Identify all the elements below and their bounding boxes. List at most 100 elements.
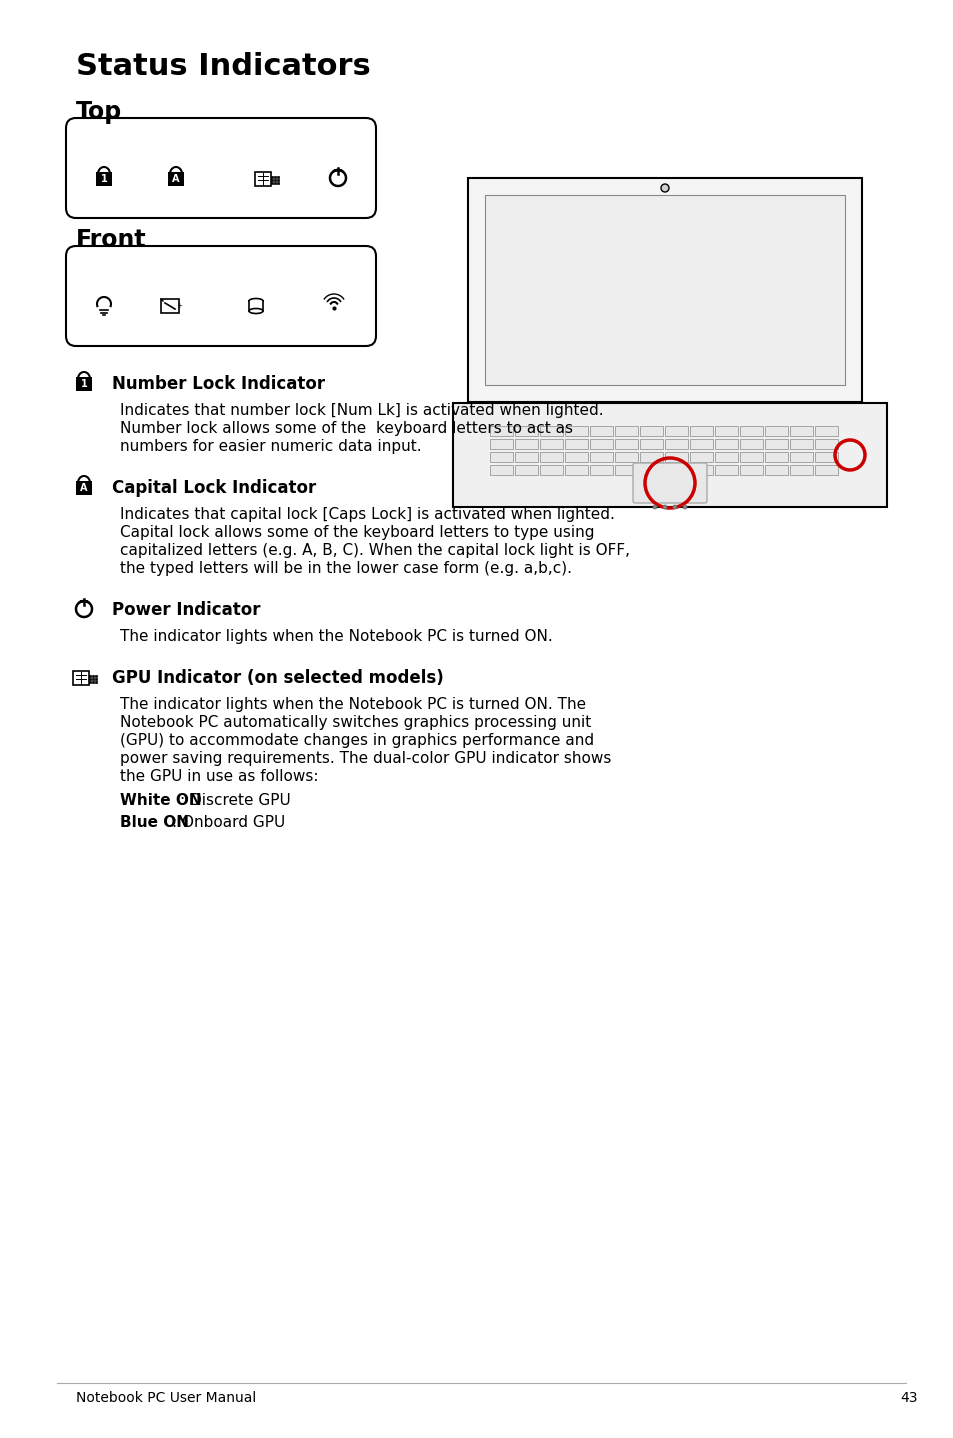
Text: The indicator lights when the Notebook PC is turned ON. The: The indicator lights when the Notebook P… xyxy=(120,697,585,712)
FancyBboxPatch shape xyxy=(815,464,838,475)
FancyBboxPatch shape xyxy=(740,439,762,449)
FancyBboxPatch shape xyxy=(254,173,271,186)
FancyBboxPatch shape xyxy=(89,677,91,680)
FancyBboxPatch shape xyxy=(73,672,89,684)
Text: Indicates that number lock [Num Lk] is activated when lighted.: Indicates that number lock [Num Lk] is a… xyxy=(120,403,603,418)
FancyBboxPatch shape xyxy=(490,439,513,449)
FancyBboxPatch shape xyxy=(764,464,788,475)
FancyBboxPatch shape xyxy=(565,452,588,462)
FancyBboxPatch shape xyxy=(91,682,94,683)
Ellipse shape xyxy=(249,309,263,313)
FancyBboxPatch shape xyxy=(690,452,713,462)
FancyBboxPatch shape xyxy=(633,463,706,503)
FancyBboxPatch shape xyxy=(540,464,563,475)
FancyBboxPatch shape xyxy=(815,452,838,462)
Text: GPU Indicator (on selected models): GPU Indicator (on selected models) xyxy=(112,669,443,687)
FancyBboxPatch shape xyxy=(615,426,638,436)
FancyBboxPatch shape xyxy=(665,439,688,449)
FancyBboxPatch shape xyxy=(815,439,838,449)
Text: : Onboard GPU: : Onboard GPU xyxy=(172,815,286,830)
FancyBboxPatch shape xyxy=(66,246,375,347)
FancyBboxPatch shape xyxy=(565,439,588,449)
Ellipse shape xyxy=(249,299,263,303)
Text: A: A xyxy=(80,483,88,493)
Text: numbers for easier numeric data input.: numbers for easier numeric data input. xyxy=(120,439,421,454)
Text: Number lock allows some of the  keyboard letters to act as: Number lock allows some of the keyboard … xyxy=(120,421,573,436)
Text: capitalized letters (e.g. A, B, C). When the capital lock light is OFF,: capitalized letters (e.g. A, B, C). When… xyxy=(120,544,629,558)
Text: White ON: White ON xyxy=(120,792,201,808)
FancyBboxPatch shape xyxy=(276,183,278,184)
FancyBboxPatch shape xyxy=(515,452,537,462)
FancyBboxPatch shape xyxy=(690,464,713,475)
FancyBboxPatch shape xyxy=(615,439,638,449)
FancyBboxPatch shape xyxy=(615,464,638,475)
FancyBboxPatch shape xyxy=(168,173,184,186)
Circle shape xyxy=(652,505,657,509)
FancyBboxPatch shape xyxy=(639,439,662,449)
FancyBboxPatch shape xyxy=(274,178,275,181)
FancyBboxPatch shape xyxy=(665,426,688,436)
FancyBboxPatch shape xyxy=(565,464,588,475)
Text: Notebook PC automatically switches graphics processing unit: Notebook PC automatically switches graph… xyxy=(120,715,591,731)
Text: Capital lock allows some of the keyboard letters to type using: Capital lock allows some of the keyboard… xyxy=(120,525,594,541)
FancyBboxPatch shape xyxy=(790,439,813,449)
FancyBboxPatch shape xyxy=(639,426,662,436)
FancyBboxPatch shape xyxy=(715,439,738,449)
FancyBboxPatch shape xyxy=(484,196,844,385)
FancyBboxPatch shape xyxy=(515,426,537,436)
FancyBboxPatch shape xyxy=(715,464,738,475)
Text: : Discrete GPU: : Discrete GPU xyxy=(180,792,291,808)
FancyBboxPatch shape xyxy=(274,183,275,184)
FancyBboxPatch shape xyxy=(615,452,638,462)
FancyBboxPatch shape xyxy=(249,301,263,311)
FancyBboxPatch shape xyxy=(740,426,762,436)
FancyBboxPatch shape xyxy=(665,452,688,462)
FancyBboxPatch shape xyxy=(95,682,97,683)
Text: 43: 43 xyxy=(899,1391,917,1405)
Text: Number Lock Indicator: Number Lock Indicator xyxy=(112,375,325,393)
FancyBboxPatch shape xyxy=(490,452,513,462)
Text: power saving requirements. The dual-color GPU indicator shows: power saving requirements. The dual-colo… xyxy=(120,751,611,766)
FancyBboxPatch shape xyxy=(815,426,838,436)
FancyBboxPatch shape xyxy=(590,439,613,449)
Text: the GPU in use as follows:: the GPU in use as follows: xyxy=(120,769,318,784)
FancyBboxPatch shape xyxy=(590,426,613,436)
FancyBboxPatch shape xyxy=(665,464,688,475)
FancyBboxPatch shape xyxy=(715,452,738,462)
FancyBboxPatch shape xyxy=(540,439,563,449)
FancyBboxPatch shape xyxy=(790,452,813,462)
FancyBboxPatch shape xyxy=(740,452,762,462)
FancyBboxPatch shape xyxy=(468,178,862,403)
FancyBboxPatch shape xyxy=(89,674,91,677)
FancyBboxPatch shape xyxy=(690,439,713,449)
FancyBboxPatch shape xyxy=(490,426,513,436)
Text: Top: Top xyxy=(76,101,122,124)
Text: (GPU) to accommodate changes in graphics performance and: (GPU) to accommodate changes in graphics… xyxy=(120,733,594,748)
FancyBboxPatch shape xyxy=(540,426,563,436)
FancyBboxPatch shape xyxy=(76,377,91,391)
Text: Power Indicator: Power Indicator xyxy=(112,601,260,618)
Text: Capital Lock Indicator: Capital Lock Indicator xyxy=(112,479,315,498)
FancyBboxPatch shape xyxy=(89,682,91,683)
Text: Notebook PC User Manual: Notebook PC User Manual xyxy=(76,1391,256,1405)
FancyBboxPatch shape xyxy=(490,464,513,475)
Text: +: + xyxy=(176,303,182,309)
Circle shape xyxy=(682,505,686,509)
Text: 1: 1 xyxy=(100,174,108,184)
FancyBboxPatch shape xyxy=(740,464,762,475)
Text: 1: 1 xyxy=(81,380,88,390)
FancyBboxPatch shape xyxy=(271,178,273,181)
Text: the typed letters will be in the lower case form (e.g. a,b,c).: the typed letters will be in the lower c… xyxy=(120,561,572,577)
FancyBboxPatch shape xyxy=(764,426,788,436)
FancyBboxPatch shape xyxy=(764,452,788,462)
FancyBboxPatch shape xyxy=(95,674,97,677)
FancyBboxPatch shape xyxy=(790,464,813,475)
FancyBboxPatch shape xyxy=(790,426,813,436)
FancyBboxPatch shape xyxy=(271,175,273,178)
FancyBboxPatch shape xyxy=(96,173,112,186)
FancyBboxPatch shape xyxy=(690,426,713,436)
Circle shape xyxy=(672,505,677,509)
FancyBboxPatch shape xyxy=(276,178,278,181)
FancyBboxPatch shape xyxy=(91,674,94,677)
FancyBboxPatch shape xyxy=(590,464,613,475)
